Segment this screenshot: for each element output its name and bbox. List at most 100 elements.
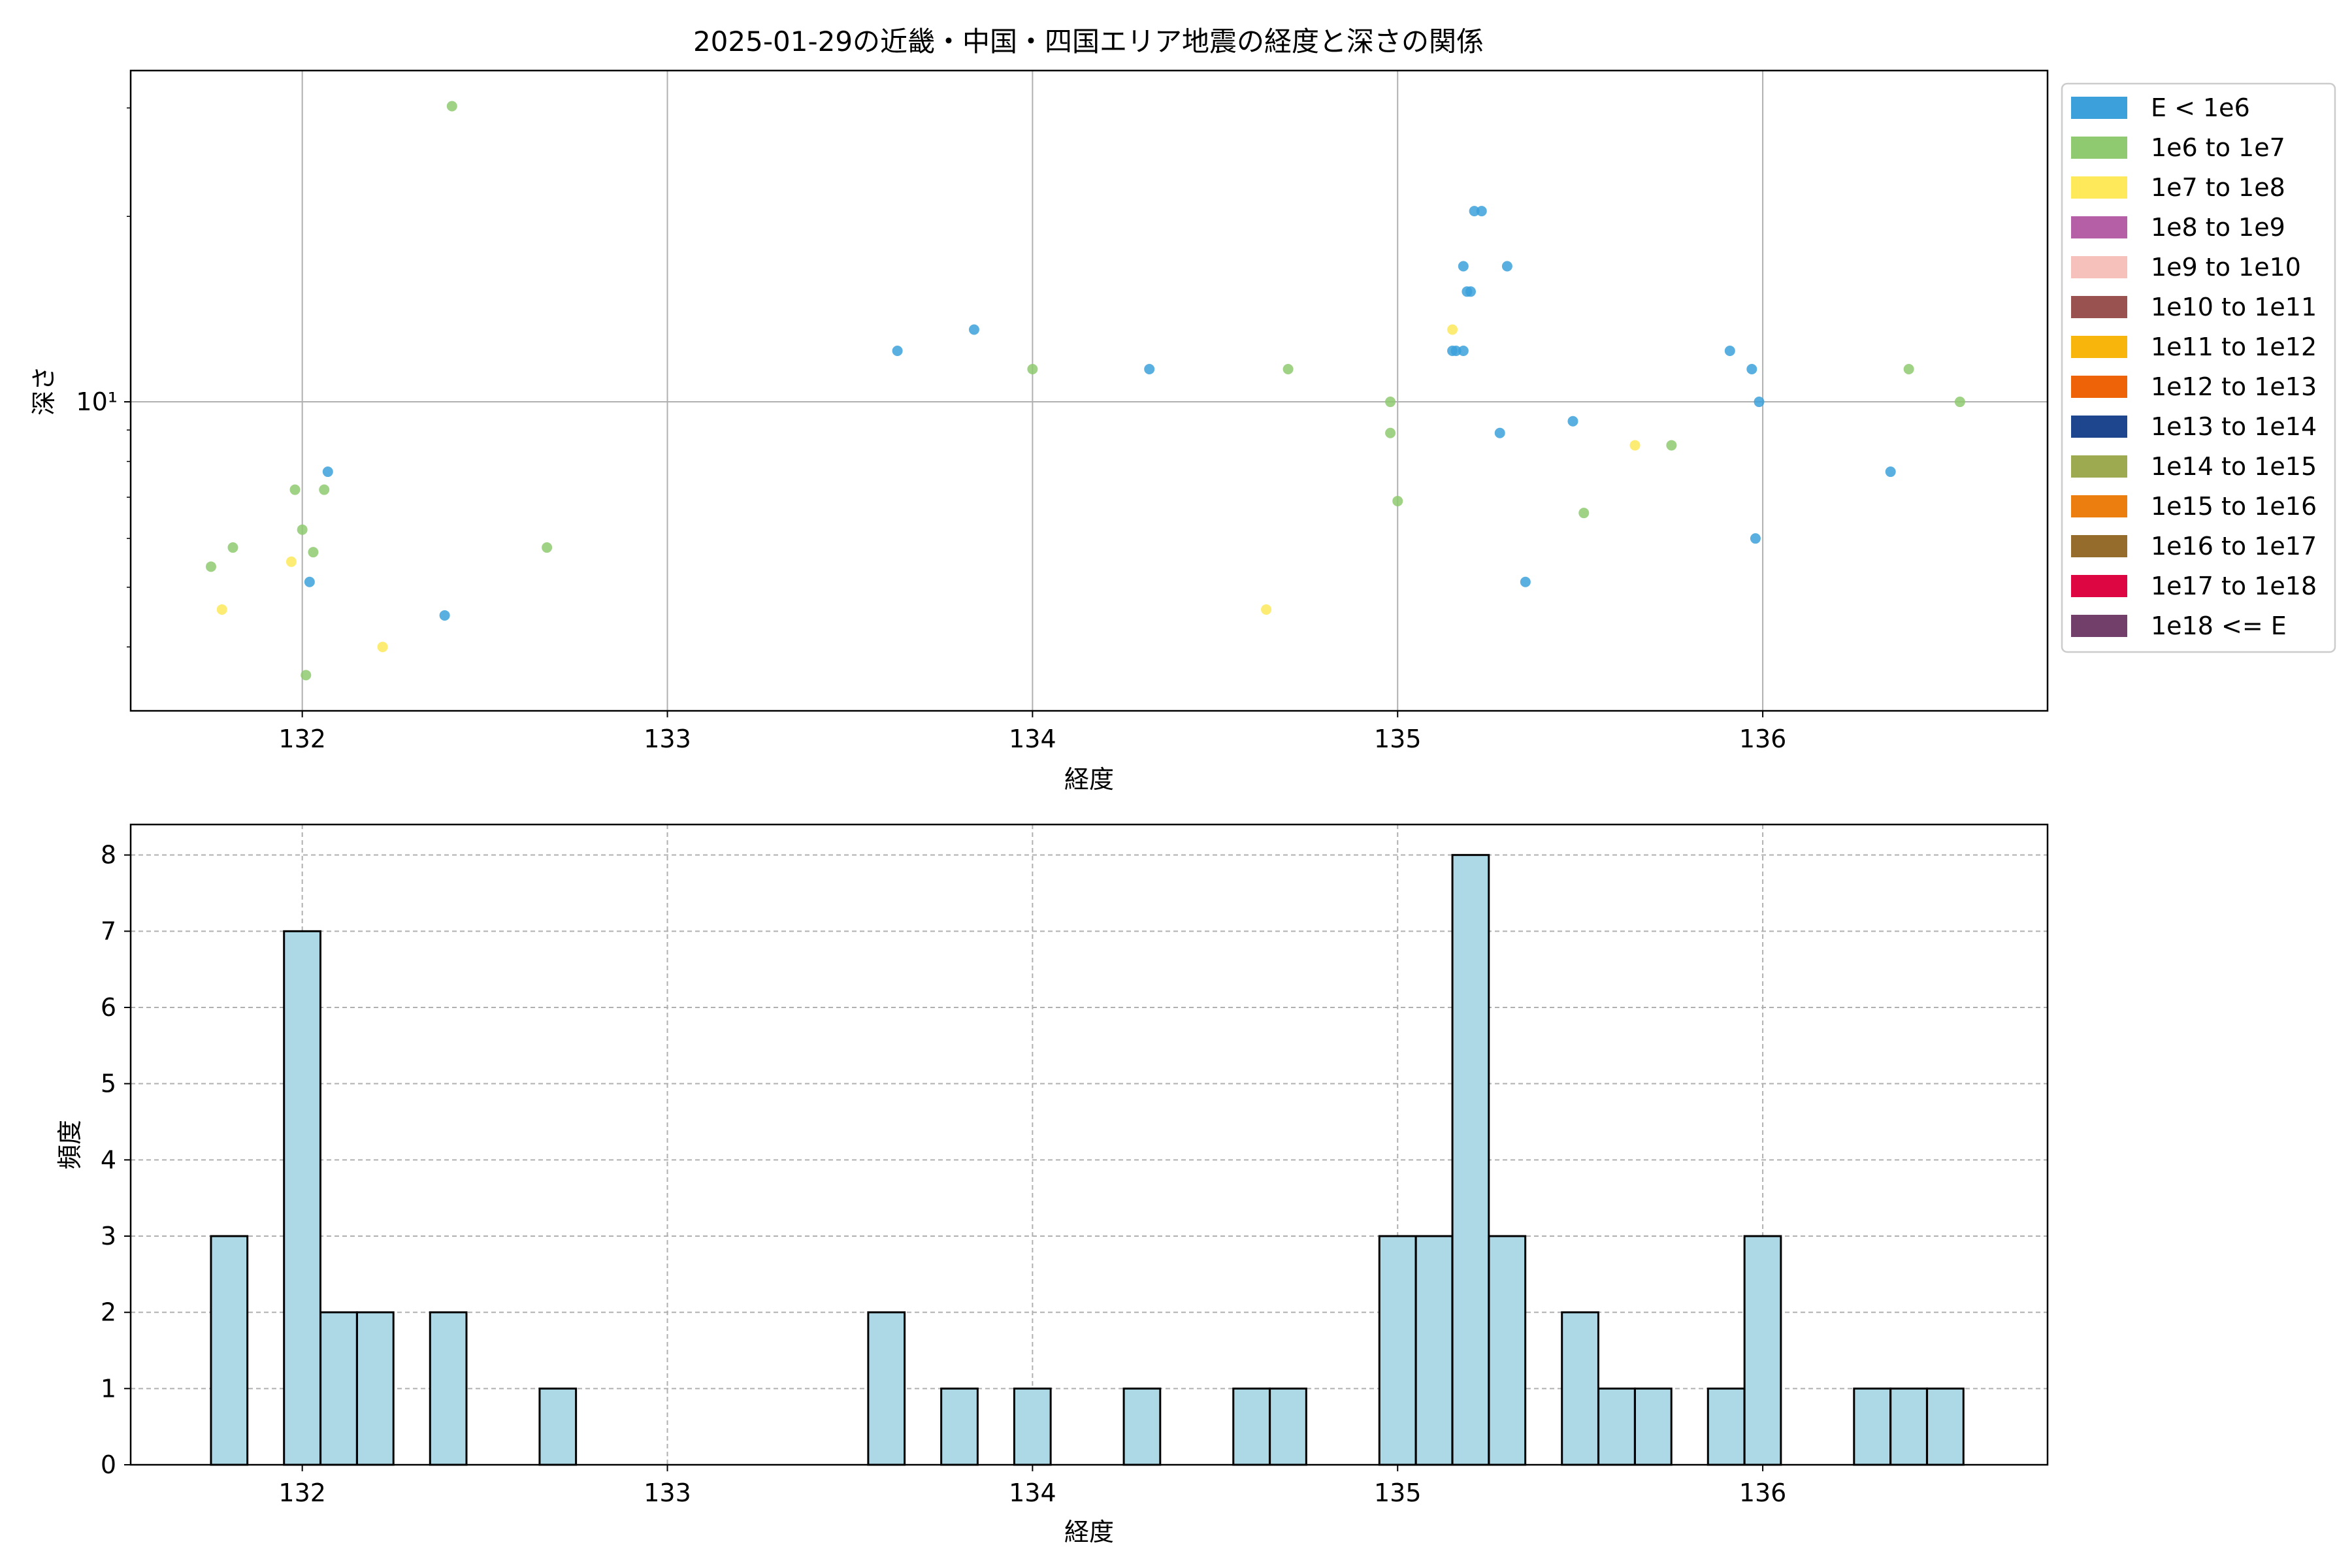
legend-label: 1e14 to 1e15 — [2151, 452, 2317, 481]
scatter-point — [1501, 261, 1512, 272]
legend-swatch — [2071, 336, 2127, 358]
legend-swatch — [2071, 176, 2127, 199]
histogram-bar — [1232, 1387, 1271, 1466]
histogram-bar — [1633, 1387, 1673, 1466]
histogram-panel: 132 133 134 135 136 0 1 2 3 4 5 6 7 8 経度 頻度 — [56, 823, 2049, 1546]
legend-label: 1e11 to 1e12 — [2151, 333, 2317, 361]
scatter-y-tick-label: 10¹ — [76, 387, 118, 416]
scatter-point — [301, 670, 312, 681]
scatter-point — [1903, 363, 1914, 374]
scatter-point — [297, 524, 308, 535]
scatter-point — [1458, 261, 1469, 272]
legend-swatch — [2071, 137, 2127, 159]
legend-swatch — [2071, 535, 2127, 557]
legend-label: 1e6 to 1e7 — [2151, 133, 2285, 162]
histogram-bar — [210, 1235, 249, 1466]
scatter-point — [227, 542, 238, 553]
scatter-point — [1450, 345, 1462, 356]
scatter-point — [1144, 363, 1155, 374]
histogram-x-ticks: 132 133 134 135 136 — [278, 1465, 1786, 1507]
scatter-point — [1754, 397, 1765, 408]
legend-swatch — [2071, 615, 2127, 637]
legend: E < 1e6 1e6 to 1e7 1e7 to 1e8 1e8 to 1e9 1e9… — [2061, 82, 2336, 653]
scatter-point — [1027, 363, 1038, 374]
histogram-y-tick-label: 0 — [101, 1450, 116, 1479]
histogram-axes-frame — [129, 823, 2049, 1466]
scatter-point — [308, 547, 319, 558]
histogram-bar — [1414, 1235, 1454, 1466]
histogram-bar — [1926, 1387, 1965, 1466]
histogram-bar — [1597, 1387, 1636, 1466]
histogram-x-tick-label: 134 — [1009, 1478, 1056, 1507]
histogram-bar — [1889, 1387, 1928, 1466]
scatter-title: 2025-01-29の近畿・中国・四国エリア地震の経度と深さの関係 — [693, 25, 1484, 57]
histogram-x-tick-label: 132 — [278, 1478, 326, 1507]
scatter-point — [1724, 345, 1735, 356]
legend-label: 1e16 to 1e17 — [2151, 532, 2317, 561]
legend-frame — [2061, 82, 2336, 653]
legend-swatch — [2071, 495, 2127, 517]
scatter-point — [1447, 324, 1458, 335]
histogram-bar — [1707, 1387, 1746, 1466]
histogram-bar — [1451, 854, 1490, 1466]
scatter-point — [1746, 363, 1757, 374]
scatter-point — [439, 610, 450, 621]
legend-swatch — [2071, 97, 2127, 119]
histogram-bar — [355, 1311, 395, 1466]
scatter-point — [446, 101, 457, 112]
scatter-point — [1750, 533, 1761, 544]
scatter-x-tick-label: 132 — [278, 725, 326, 753]
legend-swatch — [2071, 296, 2127, 318]
histogram-y-tick-label: 7 — [101, 917, 116, 945]
legend-swatch — [2071, 376, 2127, 398]
histogram-bar — [429, 1311, 468, 1466]
histogram-bar — [1269, 1387, 1307, 1466]
scatter-x-axis-label: 経度 — [1064, 765, 1114, 794]
scatter-point — [1954, 397, 1965, 408]
legend-swatch — [2071, 256, 2127, 278]
histogram-y-tick-label: 6 — [101, 993, 116, 1022]
scatter-point — [304, 576, 315, 587]
histogram-y-ticks: 0 1 2 3 4 5 6 7 8 — [101, 841, 131, 1479]
scatter-grid — [131, 71, 2048, 711]
scatter-point — [319, 484, 330, 495]
scatter-x-tick-label: 133 — [644, 725, 691, 753]
histogram-bar — [1853, 1387, 1892, 1466]
legend-label: 1e12 to 1e13 — [2151, 372, 2317, 401]
histogram-bar — [283, 930, 321, 1466]
scatter-point — [1494, 427, 1505, 438]
histogram-bar — [867, 1311, 906, 1466]
scatter-point — [216, 604, 227, 615]
histogram-bar — [1561, 1311, 1599, 1466]
histogram-bar — [1488, 1235, 1527, 1466]
histogram-y-axis-label: 頻度 — [56, 1120, 84, 1169]
histogram-y-tick-label: 2 — [101, 1298, 116, 1327]
scatter-point — [968, 324, 979, 335]
histogram-bar — [1122, 1387, 1162, 1466]
histogram-y-tick-label: 5 — [101, 1070, 116, 1098]
histogram-bar — [1378, 1235, 1417, 1466]
scatter-point — [286, 556, 297, 567]
scatter-points — [205, 101, 1965, 681]
histogram-bar — [319, 1311, 358, 1466]
scatter-point — [1476, 206, 1487, 217]
scatter-x-tick-label: 134 — [1009, 725, 1056, 753]
scatter-x-ticks: 132 133 134 135 136 — [278, 711, 1786, 753]
histogram-x-tick-label: 133 — [644, 1478, 691, 1507]
scatter-point — [1385, 397, 1396, 408]
scatter-point — [1567, 416, 1578, 427]
histogram-x-axis-label: 経度 — [1064, 1518, 1114, 1546]
scatter-point — [1392, 495, 1403, 506]
scatter-panel: 2025-01-29の近畿・中国・四国エリア地震の経度と深さの関係 132 133… — [29, 25, 2336, 794]
legend-label: 1e17 to 1e18 — [2151, 572, 2317, 600]
legend-swatch — [2071, 416, 2127, 438]
scatter-point — [205, 561, 216, 572]
scatter-point — [1458, 345, 1469, 356]
histogram-y-tick-label: 8 — [101, 841, 116, 870]
scatter-point — [1578, 508, 1590, 519]
scatter-y-ticks: 10¹ — [76, 107, 131, 647]
scatter-point — [1465, 286, 1477, 297]
scatter-y-axis-label: 深さ — [29, 366, 58, 416]
legend-label: 1e8 to 1e9 — [2151, 213, 2285, 242]
